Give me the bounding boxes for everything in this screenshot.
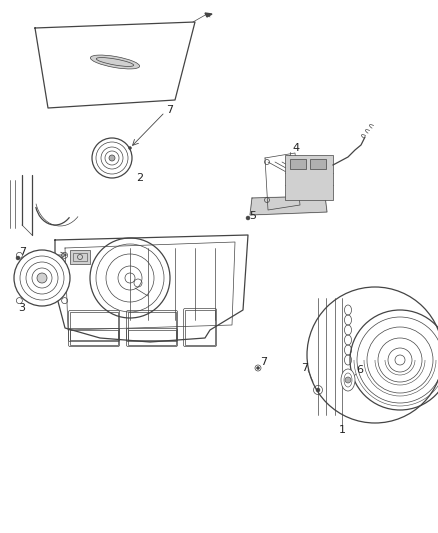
Ellipse shape [341, 369, 355, 391]
Text: 3: 3 [18, 303, 25, 313]
Text: 1: 1 [339, 425, 346, 435]
Bar [290, 159, 306, 169]
Circle shape [257, 367, 259, 369]
Ellipse shape [90, 55, 140, 69]
Circle shape [316, 388, 320, 392]
Circle shape [14, 250, 70, 306]
Circle shape [16, 256, 20, 260]
Circle shape [109, 155, 115, 161]
Bar [128, 330, 176, 345]
Bar [128, 312, 176, 340]
Bar [70, 250, 90, 264]
Bar [285, 155, 333, 200]
Bar [185, 310, 215, 345]
Bar [73, 253, 87, 261]
Circle shape [289, 156, 292, 158]
Bar [70, 312, 118, 340]
Polygon shape [205, 13, 212, 17]
Text: 2: 2 [137, 173, 144, 183]
Bar [310, 159, 326, 169]
Text: 7: 7 [19, 247, 27, 257]
Text: 5: 5 [250, 211, 257, 221]
Text: 4: 4 [293, 143, 300, 153]
Circle shape [345, 377, 351, 383]
Polygon shape [55, 235, 248, 342]
Circle shape [128, 147, 131, 149]
Text: 7: 7 [261, 357, 268, 367]
Text: 6: 6 [357, 365, 364, 375]
Circle shape [246, 216, 250, 220]
Text: 7: 7 [301, 363, 308, 373]
Bar [70, 330, 118, 345]
Polygon shape [250, 196, 327, 215]
Polygon shape [265, 153, 300, 210]
Polygon shape [35, 22, 195, 108]
Text: 7: 7 [166, 105, 173, 115]
Circle shape [37, 273, 47, 283]
